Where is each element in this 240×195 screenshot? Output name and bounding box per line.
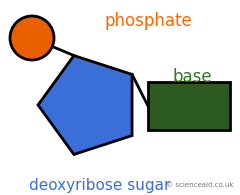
Circle shape — [10, 16, 54, 60]
Bar — [148, 82, 230, 130]
Polygon shape — [38, 56, 132, 154]
Text: © scienceaid.co.uk: © scienceaid.co.uk — [167, 182, 234, 188]
Text: deoxyribose sugar: deoxyribose sugar — [29, 178, 171, 193]
Text: phosphate: phosphate — [104, 12, 192, 30]
Text: base: base — [172, 68, 212, 86]
